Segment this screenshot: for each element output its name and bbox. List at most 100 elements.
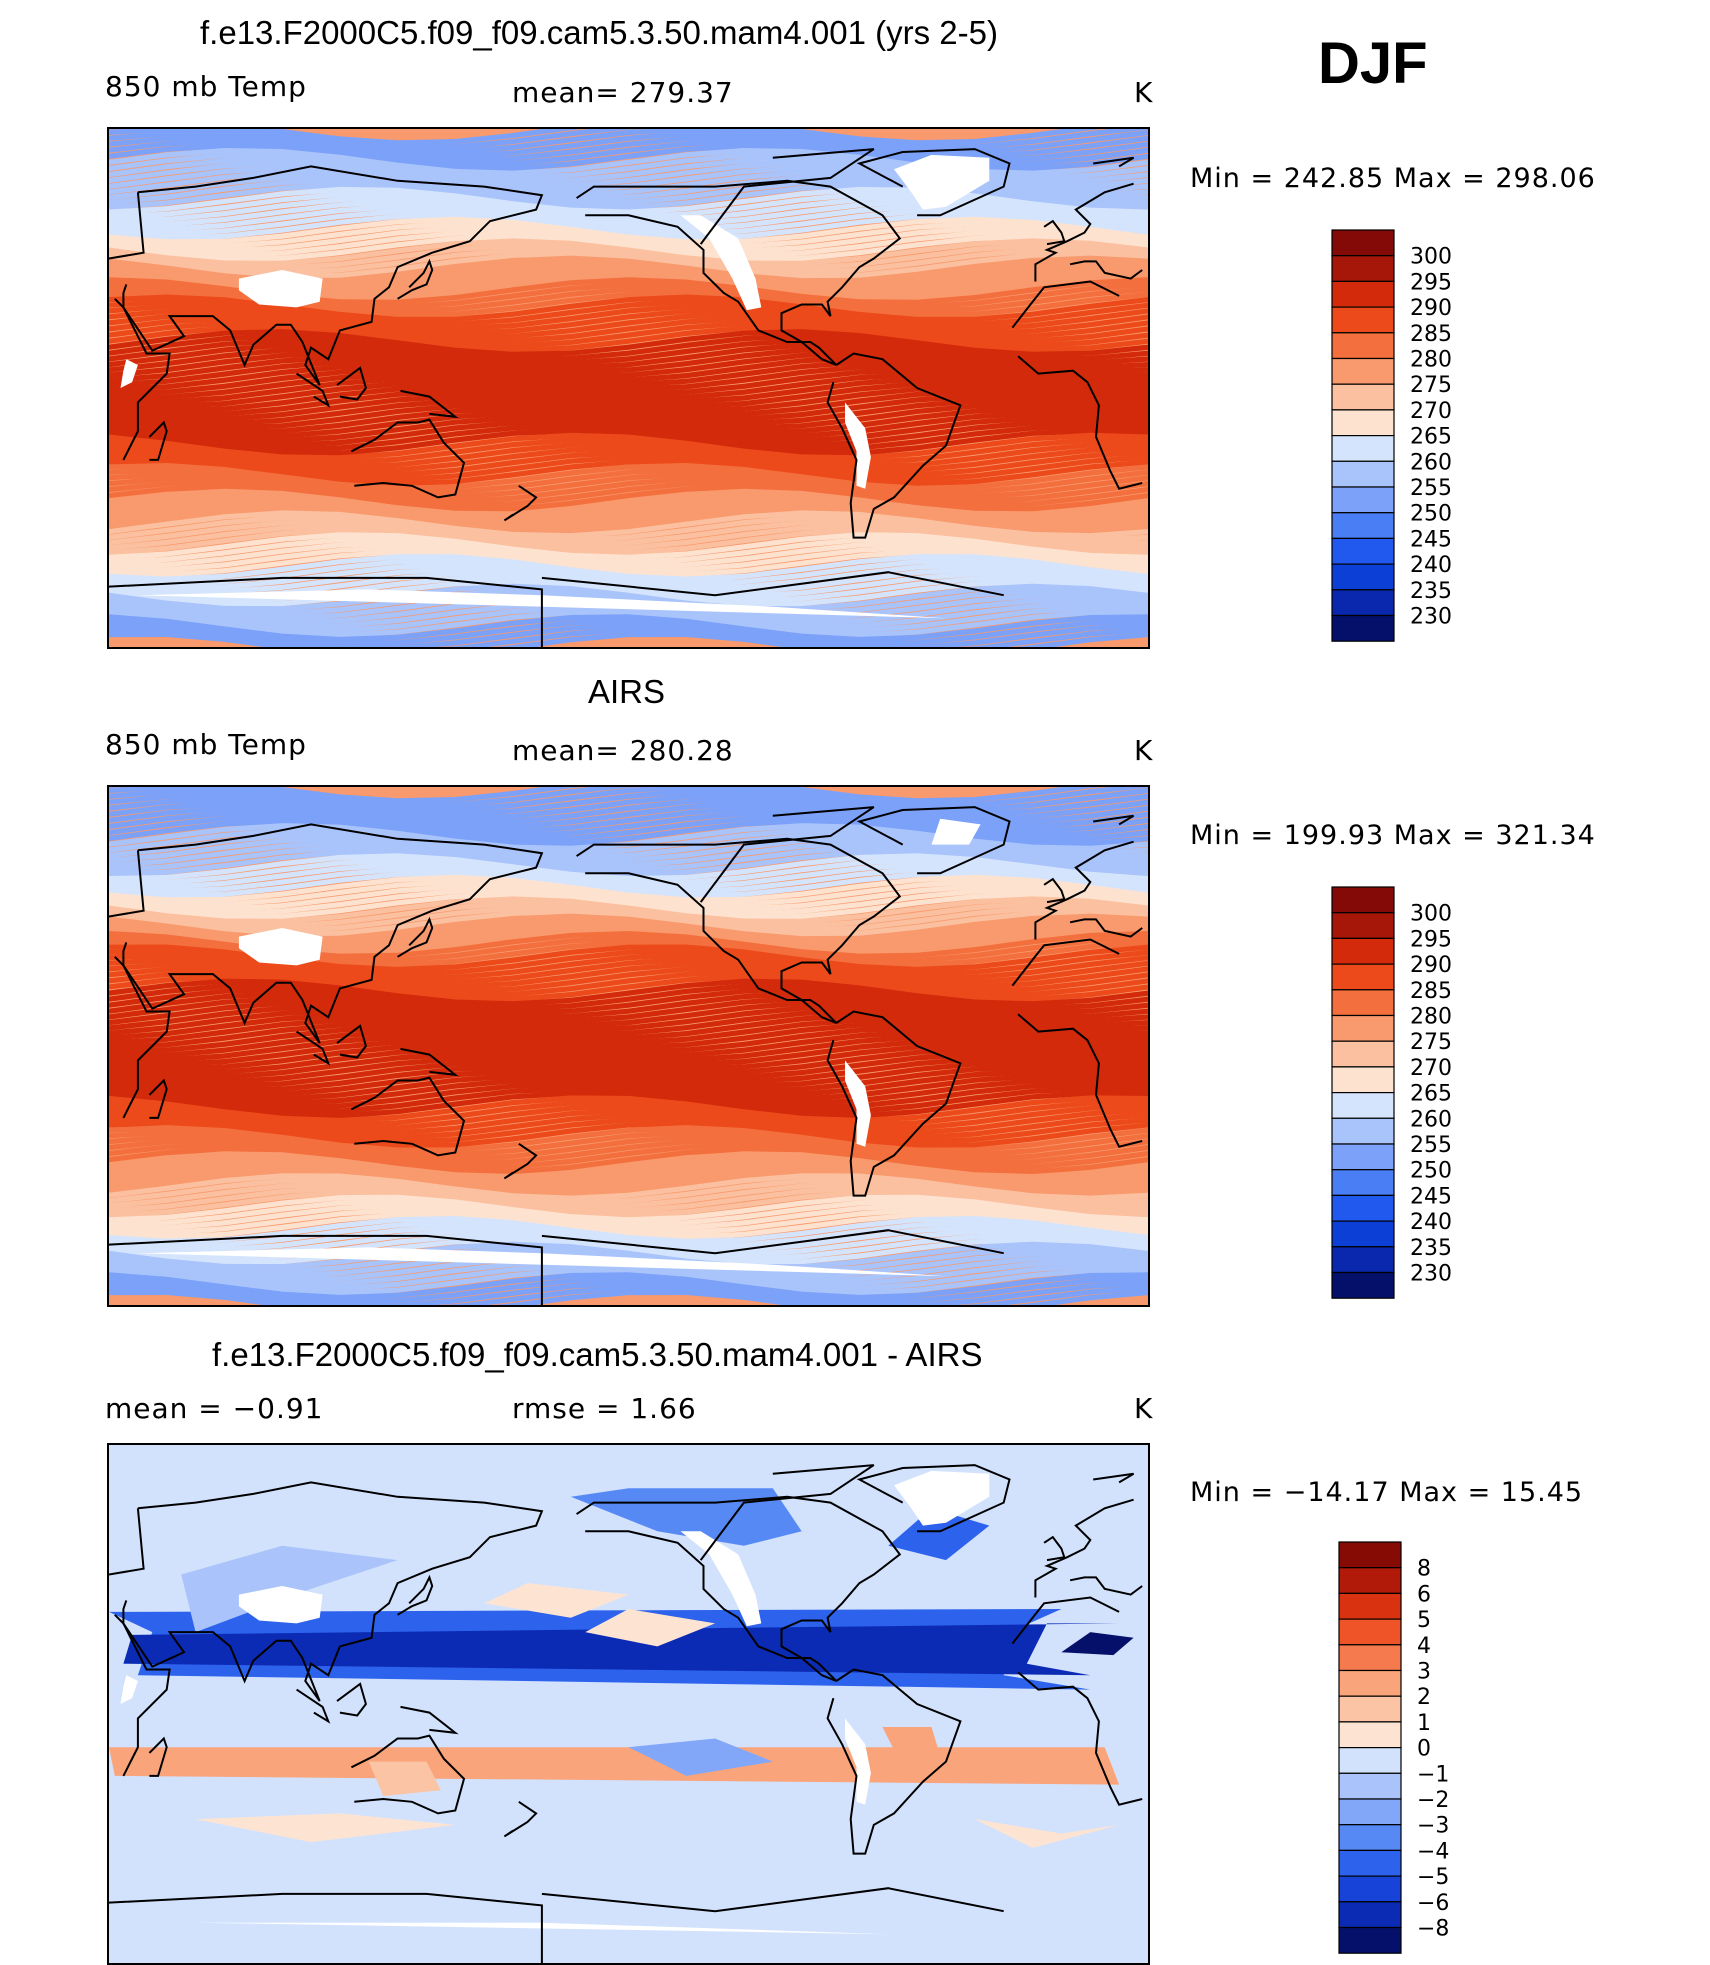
- panel3-coastline-samerica: [826, 1668, 962, 1855]
- panel1-band: [109, 294, 1148, 322]
- panel2-band: [109, 983, 1148, 1011]
- panel1-band: [109, 601, 1148, 629]
- panel3-coastline-uk: [1043, 1535, 1066, 1562]
- panel1-coastline-australia: [350, 418, 466, 499]
- panel2-band: [109, 888, 1148, 916]
- panel2-band: [109, 1043, 1148, 1072]
- panel2-band: [109, 1254, 1148, 1283]
- panel2-band: [109, 1078, 1148, 1106]
- panel2-colorbar-box-4: [1331, 989, 1395, 1017]
- panel1-min-max: Min = 242.85 Max = 298.06: [1190, 163, 1596, 194]
- panel1-colorbar-tick-label: 245: [1410, 527, 1452, 552]
- panel3-rmse-label: rmse = 1.66: [512, 1392, 697, 1425]
- panel1-band: [109, 212, 1148, 241]
- panel2-colorbar-tick-label: 265: [1410, 1082, 1452, 1107]
- panel1-colorbar-tick-label: 290: [1410, 296, 1452, 321]
- panel2-colorbar-svg: 3002952902852802752702652602552502452402…: [1331, 886, 1452, 1299]
- panel2-colorbar-box-2: [1331, 937, 1395, 965]
- panel3-colorbar-box-7: [1338, 1721, 1402, 1749]
- panel1-band: [109, 497, 1148, 526]
- panel2-mean-label: mean= 280.28: [512, 734, 734, 767]
- panel3-colorbar-tick-label: −5: [1417, 1865, 1449, 1890]
- panel2-band: [109, 1251, 1148, 1279]
- panel2-band: [109, 1216, 1148, 1244]
- panel3-mean-label: mean = −0.91: [105, 1392, 324, 1425]
- panel1-colorbar-tick-label: 270: [1410, 399, 1452, 424]
- panel2-colorbar-box-8: [1331, 1092, 1395, 1119]
- panel3-background: [109, 1445, 1148, 1963]
- panel2-band: [109, 1056, 1148, 1085]
- panel3-coastline-antarctica: [109, 1887, 1004, 1963]
- panel3-coastline-madagascar: [148, 1736, 168, 1777]
- panel2-missing-region: [845, 1060, 871, 1147]
- panel3-title: f.e13.F2000C5.f09_f09.cam5.3.50.mam4.001…: [212, 1336, 983, 1373]
- panel1-missing-region: [120, 359, 138, 388]
- panel3-coastline-namerica: [576, 1495, 902, 1682]
- panel3-coastline-sumatra: [296, 1688, 331, 1724]
- panel2-colorbar-tick-label: 290: [1410, 953, 1452, 978]
- panel1-band: [109, 596, 1148, 625]
- panel1-band: [109, 298, 1148, 327]
- panel2-band: [109, 1146, 1148, 1175]
- panel3-coastlines: [109, 1464, 1143, 1963]
- panel3-colorbar-tick-label: 0: [1417, 1737, 1431, 1762]
- panel1-colorbar-box-12: [1331, 537, 1395, 565]
- panel2-band: [109, 797, 1148, 825]
- panel2-map: [107, 785, 1150, 1307]
- panel1-band: [109, 389, 1148, 418]
- panel1-colorbar-box-13: [1331, 563, 1395, 591]
- panel3-coastline-africa: [114, 1596, 1143, 1806]
- panel1-band: [109, 311, 1148, 340]
- panel1-colorbar-box-9: [1331, 460, 1395, 488]
- panel1-colorbar-tick-label: 250: [1410, 502, 1452, 527]
- panel1-coastline-islands_ca: [699, 148, 875, 245]
- panel1-band: [241, 129, 1102, 146]
- panel2-colorbar-box-1: [1331, 912, 1395, 940]
- panel1-colorbar-box-10: [1331, 486, 1395, 514]
- panel2-coastline-samerica: [826, 1010, 962, 1197]
- panel3-colorbar-tick-label: 6: [1417, 1582, 1431, 1607]
- panel3-colorbar-tick-label: 5: [1417, 1608, 1431, 1633]
- panel1-coastline-borneo: [336, 366, 367, 401]
- panel2-variable-label: 850 mb Temp: [105, 728, 307, 761]
- panel3-colorbar-tick-label: −1: [1417, 1762, 1449, 1787]
- panel1-coastline-greenland: [856, 148, 1011, 217]
- panel2-band: [109, 870, 1148, 899]
- panel1-band: [109, 488, 1148, 517]
- panel3-missing-region: [845, 1718, 871, 1805]
- panel2-coastline-svalbard: [1093, 814, 1135, 826]
- panel1-colorbar-tick-label: 295: [1410, 270, 1452, 295]
- panel1-band: [109, 165, 1148, 193]
- panel2-colorbar-tick-label: 285: [1410, 979, 1452, 1004]
- panel2-band: [109, 1090, 1148, 1119]
- panel2-band: [109, 1125, 1148, 1153]
- panel2-band: [109, 1082, 1148, 1110]
- panel1-coastline-africa: [114, 280, 1143, 490]
- panel3-coastline-nz: [503, 1800, 538, 1838]
- panel2-colorbar-tick-label: 255: [1410, 1133, 1452, 1158]
- panel2-colorbar-tick-label: 250: [1410, 1159, 1452, 1184]
- panel2-coastline-africa: [114, 938, 1143, 1148]
- panel1-coastline-asia: [122, 165, 544, 386]
- panel1-band: [109, 247, 1148, 276]
- panel3-colorbar-box-13: [1338, 1875, 1402, 1903]
- panel2-band: [109, 1212, 1148, 1240]
- panel3-map: [107, 1443, 1150, 1965]
- panel2-colorbar-box-11: [1331, 1169, 1395, 1197]
- panel2-band: [109, 1224, 1148, 1253]
- panel3-anomaly-region: [628, 1738, 773, 1776]
- panel1-colorbar-svg: 3002952902852802752702652602552502452402…: [1331, 229, 1452, 642]
- panel2-missing-region: [931, 818, 981, 845]
- panel2-coastline-islands_ca: [699, 806, 875, 903]
- panel1-coastline-namerica: [576, 179, 902, 366]
- panel1-band: [109, 316, 1148, 344]
- panel1-band: [109, 156, 1148, 185]
- panel1-band: [109, 424, 1148, 452]
- panel1-coastline-uk: [1043, 219, 1066, 246]
- panel3-colorbar-box-11: [1338, 1824, 1402, 1852]
- panel1-band: [109, 549, 1148, 578]
- panel1-band: [109, 152, 1148, 181]
- panel2-coastline-nz: [503, 1142, 538, 1180]
- panel3-colorbar-box-8: [1338, 1747, 1402, 1774]
- panel1-map-svg: [109, 129, 1148, 647]
